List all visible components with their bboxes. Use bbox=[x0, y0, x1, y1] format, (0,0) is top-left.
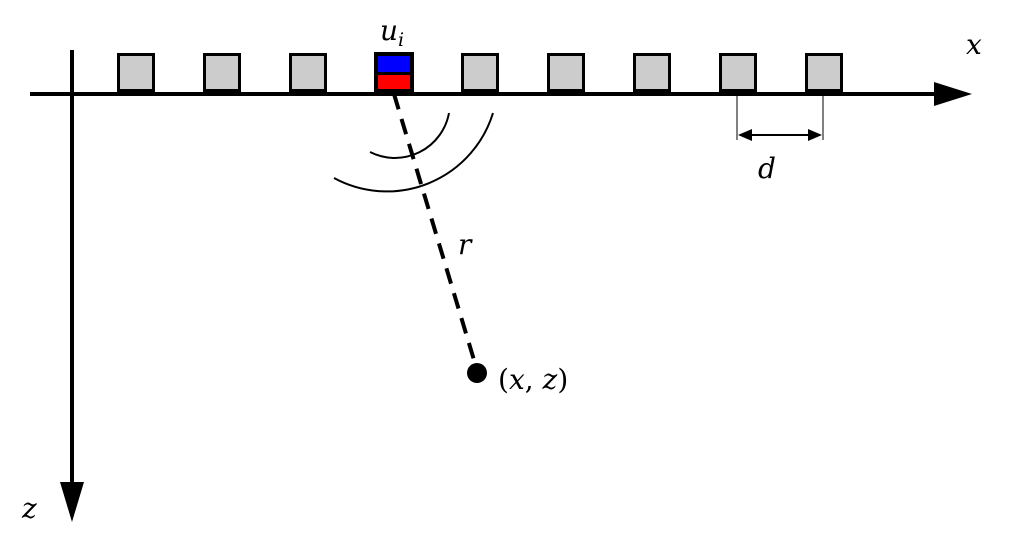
array-element bbox=[719, 53, 757, 92]
point-label-comma: , bbox=[525, 363, 543, 396]
wavefront-arc-outer bbox=[333, 112, 494, 193]
element-label-subscript: i bbox=[398, 29, 404, 51]
x-axis-arrowhead bbox=[934, 82, 972, 106]
z-axis-label: z bbox=[21, 492, 37, 525]
active-element-bottom-half bbox=[378, 75, 410, 89]
x-axis-label: x bbox=[966, 28, 982, 61]
element-label: ui bbox=[380, 14, 404, 51]
array-element bbox=[289, 53, 327, 92]
pitch-label: d bbox=[758, 152, 776, 185]
pitch-arrowhead-right bbox=[808, 129, 822, 141]
distance-line bbox=[392, 93, 479, 371]
array-element bbox=[117, 53, 155, 92]
array-element bbox=[547, 53, 585, 92]
array-element bbox=[633, 53, 671, 92]
distance-label: r bbox=[458, 228, 473, 261]
pitch-arrowhead-left bbox=[738, 129, 752, 141]
point-label: (x, z) bbox=[498, 363, 568, 396]
active-element-top-half bbox=[378, 56, 410, 72]
transducer-array bbox=[117, 52, 843, 93]
active-element bbox=[374, 52, 414, 93]
z-axis-arrowhead bbox=[60, 482, 84, 522]
point-label-x: x bbox=[509, 363, 525, 396]
array-element bbox=[203, 53, 241, 92]
array-element bbox=[805, 53, 843, 92]
point-label-z: z bbox=[542, 363, 558, 396]
wavefront-arc-inner bbox=[369, 112, 450, 159]
element-label-u: u bbox=[380, 14, 398, 47]
field-point bbox=[467, 363, 487, 383]
point-label-close: ) bbox=[557, 363, 568, 396]
array-element bbox=[461, 53, 499, 92]
point-label-open: ( bbox=[498, 363, 509, 396]
